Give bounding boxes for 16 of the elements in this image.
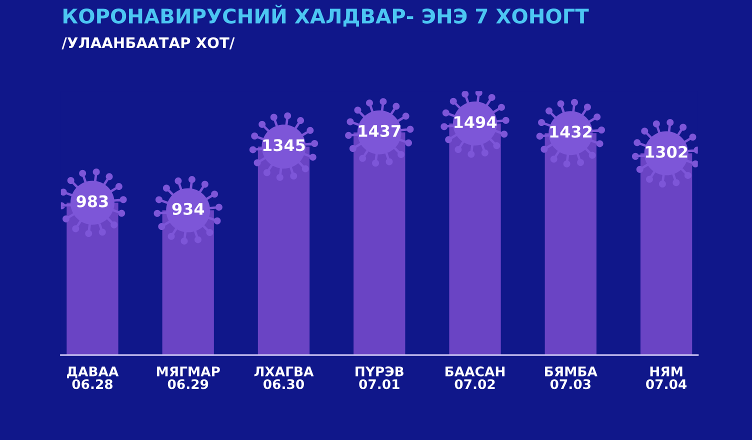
x-tick-label: БААСАН 07.02 — [446, 366, 505, 390]
data-label: 1302 — [646, 146, 688, 158]
data-label: 1345 — [263, 139, 305, 152]
x-tick-label: НЯМ 07.04 — [646, 366, 687, 390]
chart-title: КОРОНАВИРУСНИЙ ХАЛДВАР- ЭНЭ 7 ХОНОГТ — [64, 4, 589, 27]
data-label: 983 — [76, 195, 108, 208]
x-tick-label: БЯМБА 07.03 — [545, 366, 598, 390]
x-tick-label: ЛХАГВА 06.30 — [254, 366, 314, 390]
x-tick-label: ПҮРЭВ 07.01 — [356, 366, 404, 390]
chart-subtitle: /УЛААНБААТАР ХОТ/ — [62, 37, 235, 50]
x-tick-label: ДАВАА 06.28 — [67, 366, 119, 390]
data-label: 1437 — [358, 124, 400, 137]
data-label: 1432 — [550, 126, 592, 138]
x-tick-label: МЯГМАР 06.29 — [156, 366, 220, 390]
data-label: 934 — [172, 202, 204, 215]
data-label: 1494 — [454, 116, 497, 128]
